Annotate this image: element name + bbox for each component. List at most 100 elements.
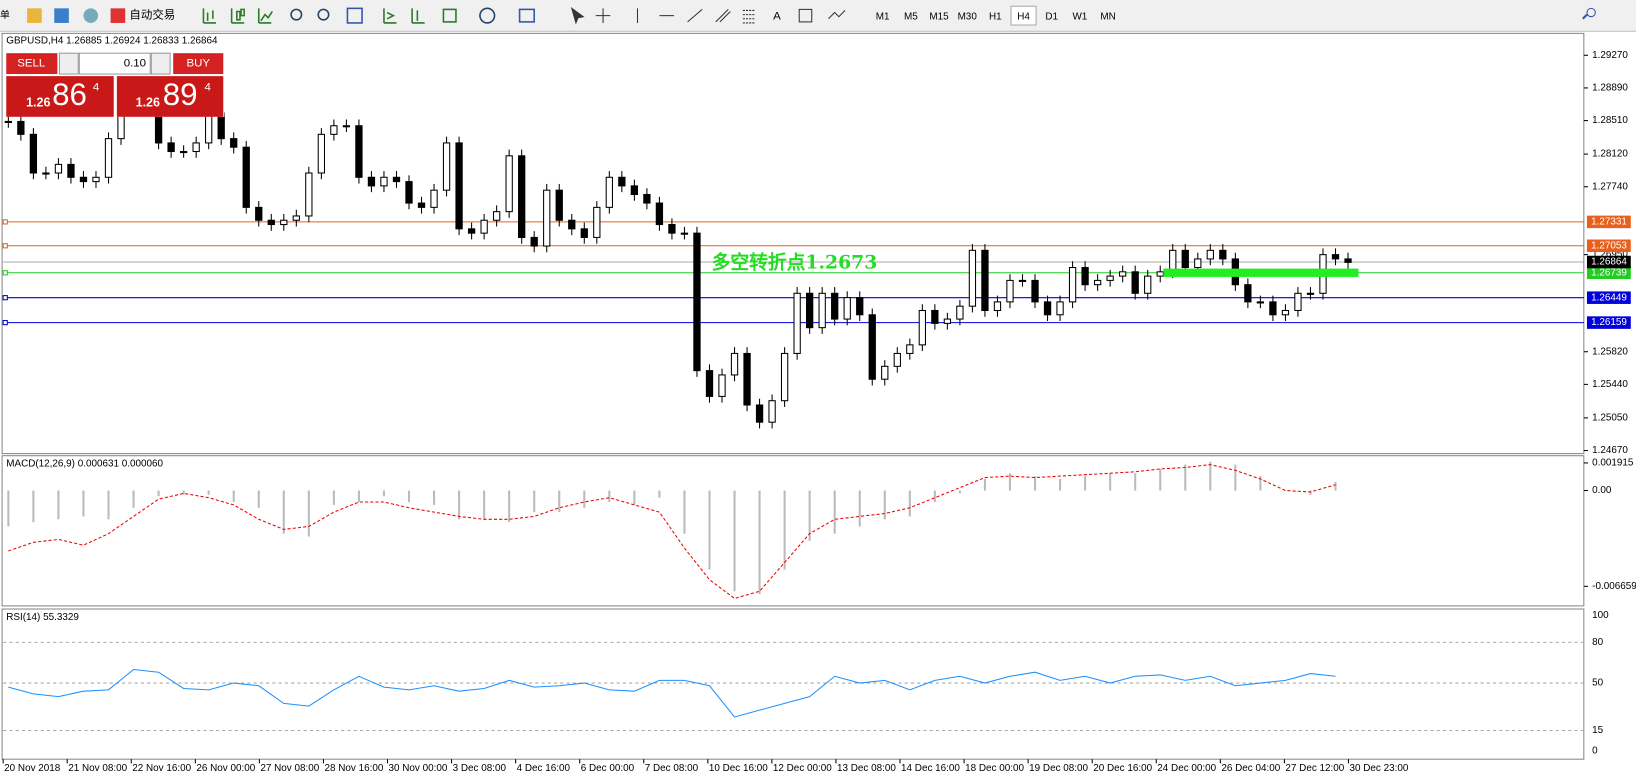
candle	[342, 125, 351, 128]
buy-button[interactable]	[173, 53, 224, 75]
candle	[505, 155, 513, 213]
macd-bar	[483, 490, 486, 520]
candle	[1156, 271, 1164, 277]
candle	[680, 232, 689, 235]
icon[interactable]	[27, 8, 42, 23]
y-tick-label: 0	[1592, 745, 1598, 756]
candle	[1256, 301, 1265, 304]
icon[interactable]	[383, 8, 397, 24]
candle	[1244, 284, 1252, 303]
icon[interactable]	[1582, 13, 1588, 20]
icon[interactable]	[479, 7, 496, 24]
level-handle	[2, 295, 8, 301]
lot-input[interactable]	[78, 52, 151, 75]
candle	[868, 314, 876, 380]
icon[interactable]	[518, 8, 535, 23]
icon[interactable]	[257, 8, 273, 24]
icon[interactable]	[54, 8, 69, 23]
current-price-box	[1586, 255, 1631, 269]
timeframe-button[interactable]: MN	[1100, 11, 1115, 22]
macd-bar	[57, 490, 60, 520]
candle	[956, 305, 964, 320]
icon[interactable]	[411, 8, 425, 24]
timeframe-button[interactable]: D1	[1045, 11, 1058, 22]
candle	[568, 219, 576, 230]
y-tick-label: 1.25440	[1592, 379, 1628, 390]
candle	[906, 344, 914, 354]
x-tick-label: 21 Nov 08:00	[68, 763, 127, 774]
macd-bar	[157, 490, 160, 497]
lot-value[interactable]: 0.10	[124, 58, 146, 70]
icon[interactable]	[290, 8, 303, 21]
icon[interactable]	[828, 10, 846, 20]
icon[interactable]	[346, 7, 363, 24]
icon[interactable]	[202, 8, 216, 24]
buy-price-box[interactable]	[116, 76, 224, 117]
autotrade-button[interactable]: 自动交易	[129, 8, 175, 22]
candle	[881, 365, 889, 380]
timeframe-button[interactable]: M15	[929, 11, 949, 22]
icon[interactable]: A	[773, 11, 781, 23]
timeframe-button[interactable]: W1	[1072, 11, 1087, 22]
icon[interactable]	[1586, 7, 1596, 18]
y-tick-label: 1.29270	[1592, 50, 1628, 61]
macd-bar	[658, 490, 661, 498]
icon[interactable]	[570, 7, 585, 25]
x-tick-label: 22 Nov 16:00	[132, 763, 191, 774]
candle	[918, 309, 926, 346]
icon[interactable]	[230, 8, 245, 24]
icon[interactable]	[742, 9, 756, 24]
lot-up[interactable]	[150, 52, 171, 75]
menu-label[interactable]: 单	[0, 9, 10, 21]
buy-label[interactable]: BUY	[186, 58, 210, 70]
y-tick-label: 1.24670	[1592, 445, 1628, 456]
timeframe-button[interactable]: M5	[904, 11, 918, 22]
macd-bar	[1159, 468, 1162, 491]
macd-bar	[407, 490, 411, 503]
macd-bar	[182, 490, 185, 495]
buy-sup: 4	[205, 82, 212, 94]
timeframe-button[interactable]: H1	[989, 11, 1002, 22]
level-handle	[2, 270, 8, 276]
level-label: 1.26159	[1591, 317, 1627, 328]
candle	[230, 138, 238, 148]
candle	[267, 219, 275, 226]
candle	[67, 163, 75, 178]
macd-bar	[107, 490, 110, 520]
icon[interactable]	[798, 8, 813, 23]
timeframe-button[interactable]: H4	[1017, 11, 1030, 22]
sell-big: 86	[52, 77, 87, 112]
buy-big: 89	[163, 77, 198, 112]
lot-down[interactable]	[58, 52, 79, 75]
macd-bar	[1309, 490, 1312, 495]
sell-button[interactable]	[6, 53, 58, 75]
icon[interactable]	[317, 8, 330, 21]
candle	[806, 292, 814, 329]
candle	[455, 142, 463, 230]
candle	[205, 112, 213, 144]
icon[interactable]	[687, 8, 703, 23]
sell-label[interactable]: SELL	[17, 58, 45, 70]
candle	[1181, 249, 1189, 269]
y-tick-label: 1.28120	[1592, 149, 1628, 160]
candle	[705, 370, 714, 397]
icon[interactable]	[110, 8, 126, 23]
icon[interactable]	[715, 9, 731, 23]
icon[interactable]	[442, 8, 457, 23]
x-tick-label: 13 Dec 08:00	[837, 763, 896, 774]
sell-price-box[interactable]	[6, 76, 114, 117]
candle	[467, 228, 476, 234]
macd-bar	[583, 490, 586, 508]
candle	[167, 142, 175, 153]
timeframe-button[interactable]: M1	[876, 11, 890, 22]
icon[interactable]	[595, 8, 611, 23]
timeframe-button[interactable]: M30	[958, 11, 978, 22]
macd-bar	[1008, 473, 1012, 491]
candle	[417, 202, 426, 208]
x-tick-label: 27 Nov 08:00	[260, 763, 319, 774]
candle	[856, 297, 864, 316]
candle	[380, 176, 388, 187]
macd-bar	[1033, 476, 1037, 491]
icon[interactable]	[83, 8, 99, 23]
